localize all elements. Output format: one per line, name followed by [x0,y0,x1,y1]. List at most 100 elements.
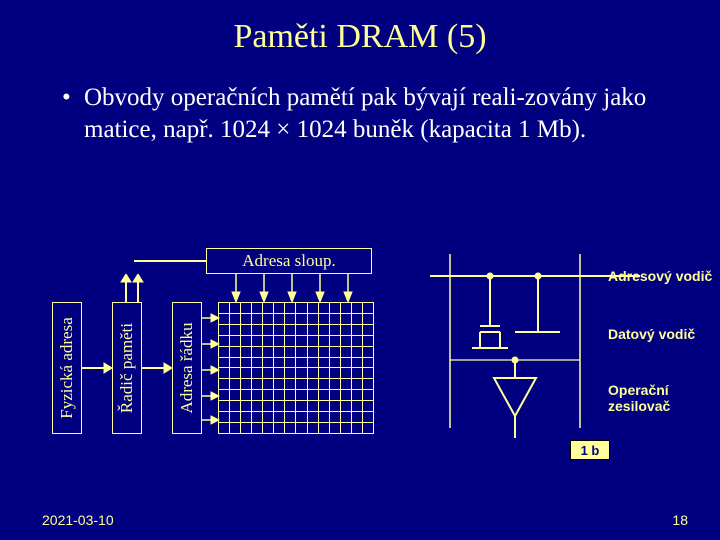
grid-cell [230,422,241,433]
arrow-icon [82,360,112,376]
grid-cell [296,324,307,335]
grid-cell [362,335,373,346]
grid-cell [241,422,252,433]
grid-cell [219,422,230,433]
grid-cell [362,379,373,390]
grid-cell [318,368,329,379]
grid-cell [340,346,351,357]
grid-cell [329,401,340,412]
grid-cell [285,422,296,433]
grid-cell [351,324,362,335]
grid-cell [241,313,252,324]
grid-cell [307,368,318,379]
grid-cell [230,303,241,314]
grid-cell [285,390,296,401]
grid-cell [241,412,252,423]
grid-cell [252,303,263,314]
grid-cell [362,357,373,368]
grid-cell [263,401,274,412]
grid-cell [351,313,362,324]
grid-cell [329,422,340,433]
grid-cell [307,313,318,324]
grid-cell [340,303,351,314]
arrow-icon [130,274,146,302]
grid-cell [296,346,307,357]
bullet-dot: • [62,82,84,146]
vertical-label-text: Řadič paměti [117,323,137,413]
grid-cell [307,401,318,412]
grid-cell [362,303,373,314]
grid-cell [274,335,285,346]
grid-cell [340,422,351,433]
grid-cell [263,303,274,314]
grid-cell [241,357,252,368]
grid-cell [307,412,318,423]
grid-cell [230,335,241,346]
grid-cell [351,303,362,314]
grid-cell [285,412,296,423]
grid-cell [296,335,307,346]
grid-cell [285,357,296,368]
grid-cell [285,324,296,335]
grid-cell [263,412,274,423]
grid-cell [318,412,329,423]
grid-cell [241,379,252,390]
grid-cell [296,313,307,324]
grid-cell [230,346,241,357]
grid-cell [329,379,340,390]
grid-cell [307,335,318,346]
grid-cell [274,422,285,433]
grid-cell [263,346,274,357]
footer-page: 18 [672,512,688,528]
grid-cell [318,379,329,390]
grid-cell [351,401,362,412]
grid-cell [318,324,329,335]
grid-cell [362,346,373,357]
grid-cell [219,357,230,368]
grid-cell [274,357,285,368]
grid-cell [340,368,351,379]
connector-line [134,256,208,266]
slide-title: Paměti DRAM (5) [0,0,720,56]
column-address-label: Adresa sloup. [206,248,372,274]
grid-cell [263,368,274,379]
grid-cell [241,368,252,379]
grid-cell [318,390,329,401]
grid-cell [263,422,274,433]
grid-cell [285,335,296,346]
grid-cell [252,313,263,324]
grid-cell [230,368,241,379]
grid-cell [219,324,230,335]
grid-cell [252,357,263,368]
grid-cell [285,379,296,390]
grid-cell [318,401,329,412]
grid-cell [362,368,373,379]
grid-cell [252,422,263,433]
grid-cell [219,346,230,357]
grid-cell [285,313,296,324]
grid-cell [340,324,351,335]
grid-cell [318,303,329,314]
grid-cell [351,335,362,346]
grid-cell [252,368,263,379]
grid-cell [296,412,307,423]
grid-cell [362,401,373,412]
grid-cell [285,346,296,357]
grid-cell [219,401,230,412]
grid-cell [340,412,351,423]
grid-cell [329,390,340,401]
grid-cell [307,303,318,314]
grid-cell [274,401,285,412]
grid-cell [329,335,340,346]
grid-cell [351,368,362,379]
grid-cell [263,379,274,390]
grid-cell [285,368,296,379]
grid-cell [340,313,351,324]
grid-cell [263,313,274,324]
grid-cell [307,357,318,368]
grid-cell [241,324,252,335]
grid-cell [241,346,252,357]
grid-cell [230,357,241,368]
grid-cell [296,401,307,412]
grid-cell [307,379,318,390]
